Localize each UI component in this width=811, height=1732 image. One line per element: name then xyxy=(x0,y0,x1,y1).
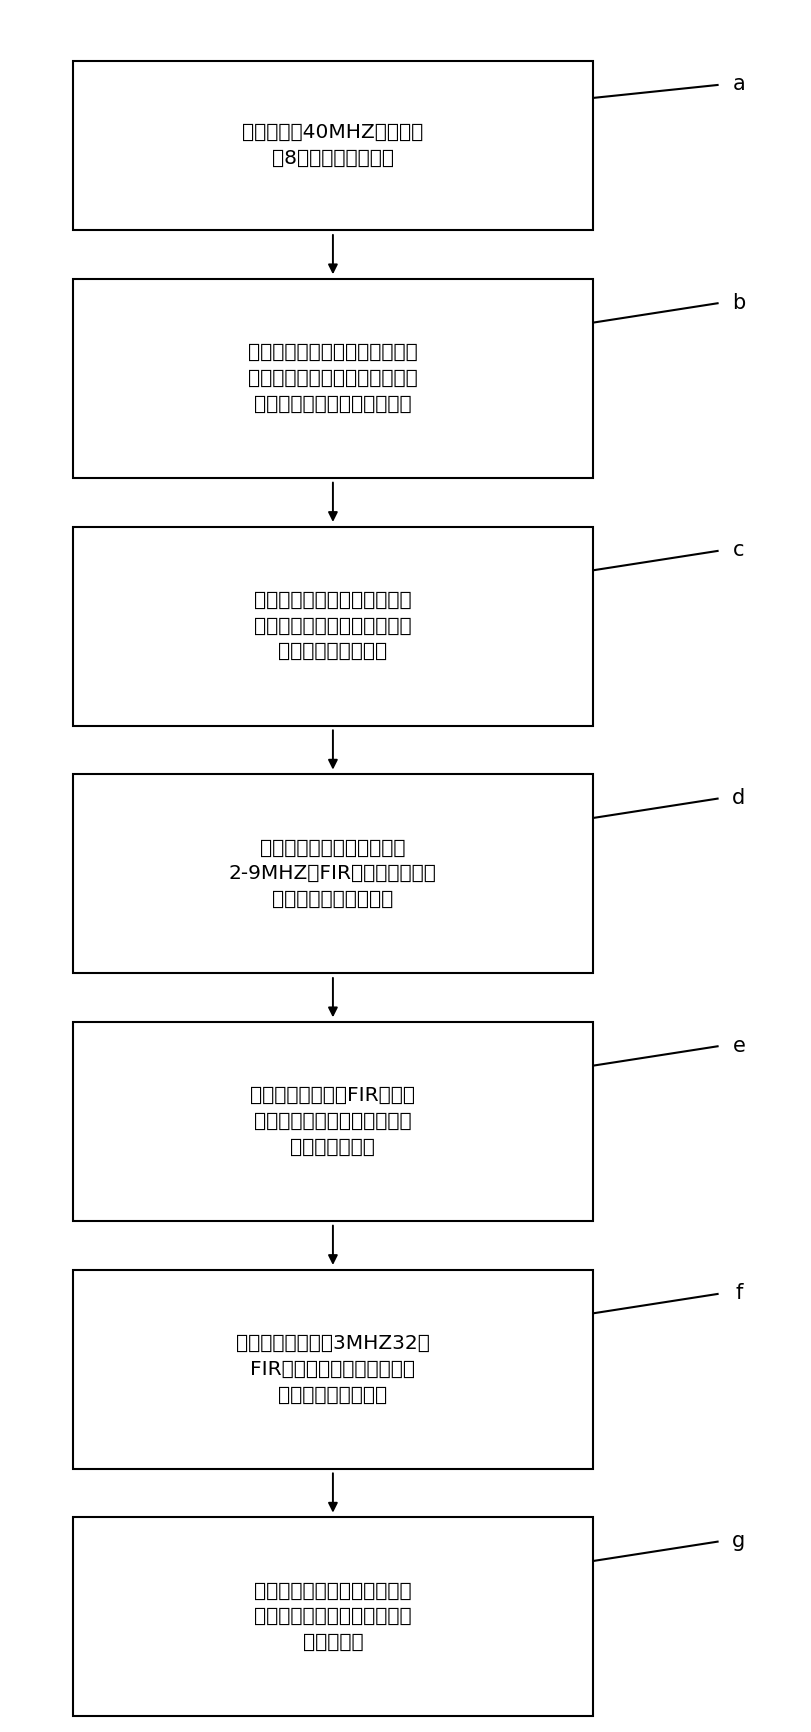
Text: 数据模块以40MHZ的时钟接
收8路外部数据的步骤: 数据模块以40MHZ的时钟接 收8路外部数据的步骤 xyxy=(242,123,423,168)
Bar xyxy=(73,1270,592,1469)
Text: f: f xyxy=(734,1283,742,1304)
Text: 隔直降噪处理模块通过一个
2-9MHZ的FIR带通滤波器对数
据信号进行滤波的步骤: 隔直降噪处理模块通过一个 2-9MHZ的FIR带通滤波器对数 据信号进行滤波的步… xyxy=(229,838,436,909)
Bar xyxy=(73,774,592,973)
Text: a: a xyxy=(732,74,744,95)
Text: 动态滤波模块通过FIR带通滤
波器自动配置参数对数据信号
进行滤波的步骤: 动态滤波模块通过FIR带通滤 波器自动配置参数对数据信号 进行滤波的步骤 xyxy=(250,1086,415,1157)
Text: d: d xyxy=(732,788,744,809)
Text: e: e xyxy=(732,1036,744,1057)
Bar xyxy=(73,61,592,230)
Text: c: c xyxy=(732,540,744,561)
Bar xyxy=(73,1022,592,1221)
Text: 可变孔径控制模块将接收的数据
甪高速乘法器对每通道数字信号
进行实时动态加权处理的步骤: 可变孔径控制模块将接收的数据 甪高速乘法器对每通道数字信号 进行实时动态加权处理… xyxy=(247,343,418,414)
Text: 对数压缩模块完成对波罗数据
的二次采样，取绝对值和对数
压缩的步骤: 对数压缩模块完成对波罗数据 的二次采样，取绝对值和对数 压缩的步骤 xyxy=(254,1581,411,1652)
Text: 聚焦延时叠加模块通过高速加
法器将前级数据查表累加得到
一线波速数据的步骤: 聚焦延时叠加模块通过高速加 法器将前级数据查表累加得到 一线波速数据的步骤 xyxy=(254,591,411,662)
Text: 包络检波模块通过3MHZ32阶
FIR带通滤波器对数据信号做
保罗信号提取的步骤: 包络检波模块通过3MHZ32阶 FIR带通滤波器对数据信号做 保罗信号提取的步骤 xyxy=(236,1334,429,1405)
Bar xyxy=(73,1517,592,1716)
Text: g: g xyxy=(732,1531,744,1552)
Bar xyxy=(73,279,592,478)
Bar xyxy=(73,527,592,726)
Text: b: b xyxy=(732,293,744,313)
